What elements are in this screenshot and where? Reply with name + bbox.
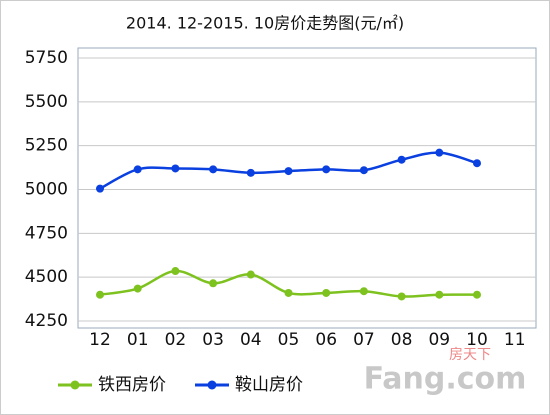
point — [133, 165, 142, 174]
x-tick-label: 08 — [391, 330, 413, 350]
y-tick-label: 4250 — [25, 311, 68, 331]
point — [284, 288, 293, 297]
point — [246, 168, 255, 177]
x-tick-label: 01 — [127, 330, 149, 350]
point — [473, 290, 481, 299]
point — [246, 270, 255, 279]
x-tick-label: 03 — [202, 330, 224, 350]
y-tick-label: 5750 — [25, 48, 68, 68]
point — [96, 184, 104, 193]
point — [96, 290, 104, 299]
y-tick-label: 4750 — [25, 223, 68, 243]
y-tick-label: 4500 — [25, 267, 68, 287]
point — [209, 279, 218, 288]
x-tick-label: 04 — [240, 330, 262, 350]
point — [209, 165, 218, 174]
point — [322, 165, 331, 174]
y-tick-label: 5000 — [25, 180, 68, 200]
watermark: Fang.com — [364, 362, 527, 397]
legend-marker — [70, 380, 80, 390]
point — [435, 148, 444, 157]
x-tick-label: 11 — [504, 330, 526, 350]
x-tick-label: 06 — [315, 330, 337, 350]
legend-label: 鞍山房价 — [235, 375, 303, 395]
point — [133, 284, 142, 293]
legend-label: 铁西房价 — [98, 375, 166, 395]
point — [359, 166, 368, 175]
legend-marker — [207, 380, 217, 390]
plot-frame — [77, 47, 537, 329]
x-tick-label: 12 — [89, 330, 111, 350]
chart-title: 2014. 12-2015. 10房价走势图(元/㎡) — [126, 14, 404, 33]
y-tick-label: 5250 — [25, 136, 68, 156]
point — [397, 155, 406, 164]
point — [171, 164, 180, 173]
x-tick-label: 10 — [466, 330, 488, 350]
point — [359, 287, 368, 296]
point — [284, 167, 293, 176]
point — [322, 288, 331, 297]
point — [473, 159, 481, 168]
x-tick-label: 02 — [165, 330, 187, 350]
point — [171, 267, 180, 276]
x-tick-label: 05 — [278, 330, 300, 350]
point — [397, 292, 406, 301]
y-tick-label: 5500 — [25, 92, 68, 112]
x-tick-label: 07 — [353, 330, 375, 350]
point — [435, 290, 444, 299]
watermark: 房天下 — [449, 347, 491, 363]
x-tick-label: 09 — [428, 330, 450, 350]
